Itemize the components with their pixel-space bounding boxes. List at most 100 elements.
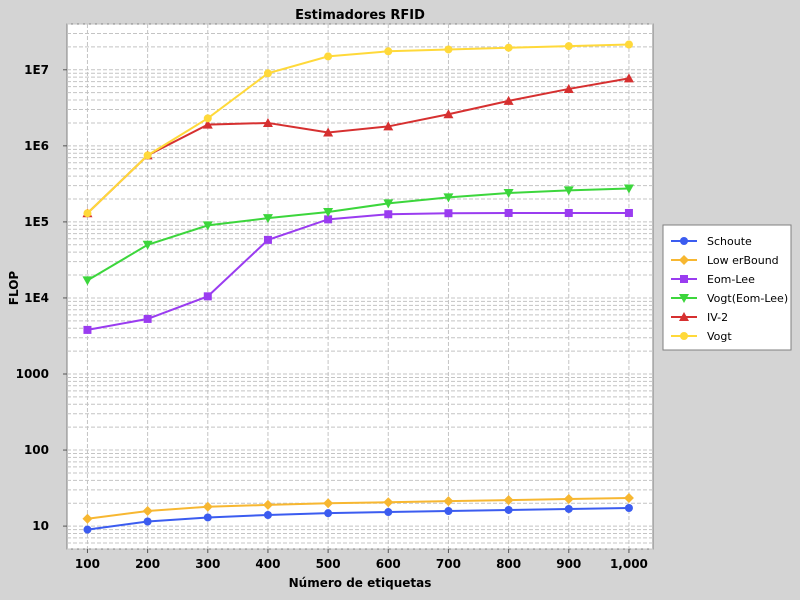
legend-marker — [680, 275, 688, 283]
data-point-vogt — [384, 47, 393, 56]
x-tick-label: 400 — [255, 557, 280, 571]
data-point-schoute — [504, 505, 513, 514]
data-point-schoute — [143, 517, 152, 526]
grid-lines — [67, 23, 653, 550]
legend-item-eom-lee: Eom-Lee — [671, 273, 755, 286]
data-point-schoute — [624, 504, 633, 513]
legend-item-low-erbound: Low erBound — [671, 254, 779, 267]
x-tick-label: 900 — [556, 557, 581, 571]
series-schoute — [83, 504, 633, 534]
legend-marker — [679, 294, 689, 303]
legend-item-schoute: Schoute — [671, 235, 752, 248]
x-axis-label: Número de etiquetas — [289, 576, 432, 590]
data-point-eom-lee — [263, 235, 272, 244]
data-point-iv-2 — [443, 109, 454, 119]
data-point-low-erbound — [142, 505, 153, 516]
plot-area — [66, 23, 654, 550]
data-point-iv-2 — [383, 121, 394, 131]
data-point-eom-lee — [444, 209, 453, 218]
x-tick-label: 200 — [135, 557, 160, 571]
y-tick-label: 100 — [24, 443, 49, 457]
data-point-low-erbound — [323, 498, 334, 509]
data-point-eom-lee — [564, 208, 573, 217]
series-vogt — [83, 40, 633, 218]
data-point-low-erbound — [202, 501, 213, 512]
y-tick-label: 10 — [32, 519, 49, 533]
legend-label: Eom-Lee — [707, 273, 755, 286]
chart-title: Estimadores RFID — [295, 8, 425, 23]
series-line-eom-lee — [87, 211, 629, 331]
data-point-vogt — [203, 114, 212, 123]
x-tick-label: 300 — [195, 557, 220, 571]
data-point-iv-2 — [623, 73, 634, 83]
data-point-vogt — [444, 45, 453, 54]
legend-marker — [679, 255, 689, 265]
data-point-vogt-eom-lee — [202, 221, 213, 231]
data-point-schoute — [564, 504, 573, 513]
series-line-iv-2 — [86, 77, 630, 214]
data-point-vogt-eom-lee — [142, 240, 153, 250]
data-point-eom-lee — [384, 210, 393, 219]
x-tick-label: 800 — [496, 557, 521, 571]
y-tick-label: 1E6 — [24, 139, 49, 153]
data-point-eom-lee — [203, 292, 212, 301]
data-point-iv-2 — [202, 119, 213, 129]
data-point-iv-2 — [262, 117, 273, 127]
legend-marker — [680, 332, 688, 340]
data-point-iv-2 — [323, 127, 334, 137]
series-group — [82, 40, 634, 534]
series-line-vogt-eom-lee — [86, 187, 629, 282]
y-tick-label: 1E5 — [24, 215, 49, 229]
data-point-schoute — [203, 513, 212, 522]
y-tick-label: 1E4 — [24, 291, 49, 305]
data-point-vogt — [564, 42, 573, 51]
data-point-vogt — [83, 209, 92, 218]
legend-item-vogt: Vogt — [671, 330, 732, 343]
legend-marker — [679, 312, 689, 321]
data-point-schoute — [83, 525, 92, 534]
data-point-vogt-eom-lee — [623, 184, 634, 194]
data-point-iv-2 — [503, 95, 514, 105]
series-line-schoute — [87, 507, 629, 531]
data-point-vogt-eom-lee — [82, 276, 93, 286]
data-point-low-erbound — [503, 495, 514, 506]
data-point-vogt-eom-lee — [262, 214, 273, 224]
legend-marker — [680, 237, 688, 245]
legend-label: Vogt — [707, 330, 732, 343]
data-point-vogt-eom-lee — [383, 199, 394, 209]
data-point-eom-lee — [624, 208, 633, 217]
data-point-low-erbound — [623, 493, 634, 504]
data-point-vogt — [504, 43, 513, 52]
data-point-low-erbound — [262, 499, 273, 510]
data-point-iv-2 — [563, 83, 574, 93]
y-axis-label: FLOP — [7, 271, 21, 306]
data-point-vogt-eom-lee — [563, 186, 574, 196]
data-point-eom-lee — [143, 314, 152, 323]
y-tick-label: 1000 — [16, 367, 49, 381]
data-point-vogt-eom-lee — [443, 193, 454, 203]
legend-item-iv-2: IV-2 — [671, 311, 728, 324]
data-point-vogt-eom-lee — [323, 207, 334, 217]
legend-box — [662, 224, 792, 351]
x-tick-label: 1,000 — [610, 557, 648, 571]
x-tick-label: 600 — [376, 557, 401, 571]
legend: Schoute Low erBound Eom-Lee Vogt(Eom-Lee) IV… — [662, 224, 792, 351]
data-point-vogt-eom-lee — [503, 188, 514, 198]
series-eom-lee — [83, 208, 633, 334]
data-point-schoute — [444, 506, 453, 515]
data-point-eom-lee — [504, 208, 513, 217]
series-line-low-erbound — [87, 497, 629, 520]
series-low-erbound — [82, 493, 634, 524]
legend-label: IV-2 — [707, 311, 728, 324]
data-point-vogt — [263, 69, 272, 78]
data-point-eom-lee — [83, 325, 92, 334]
legend-label: Schoute — [707, 235, 752, 248]
data-point-vogt — [324, 52, 333, 61]
legend-label: Vogt(Eom-Lee) — [707, 292, 788, 305]
data-point-schoute — [324, 509, 333, 518]
x-tick-label: 700 — [436, 557, 461, 571]
y-tick-label: 1E7 — [24, 63, 49, 77]
axes: 100 200 300 400 500 600 700 800 900 1,000 10 100 100… — [16, 63, 648, 571]
data-point-schoute — [263, 510, 272, 519]
